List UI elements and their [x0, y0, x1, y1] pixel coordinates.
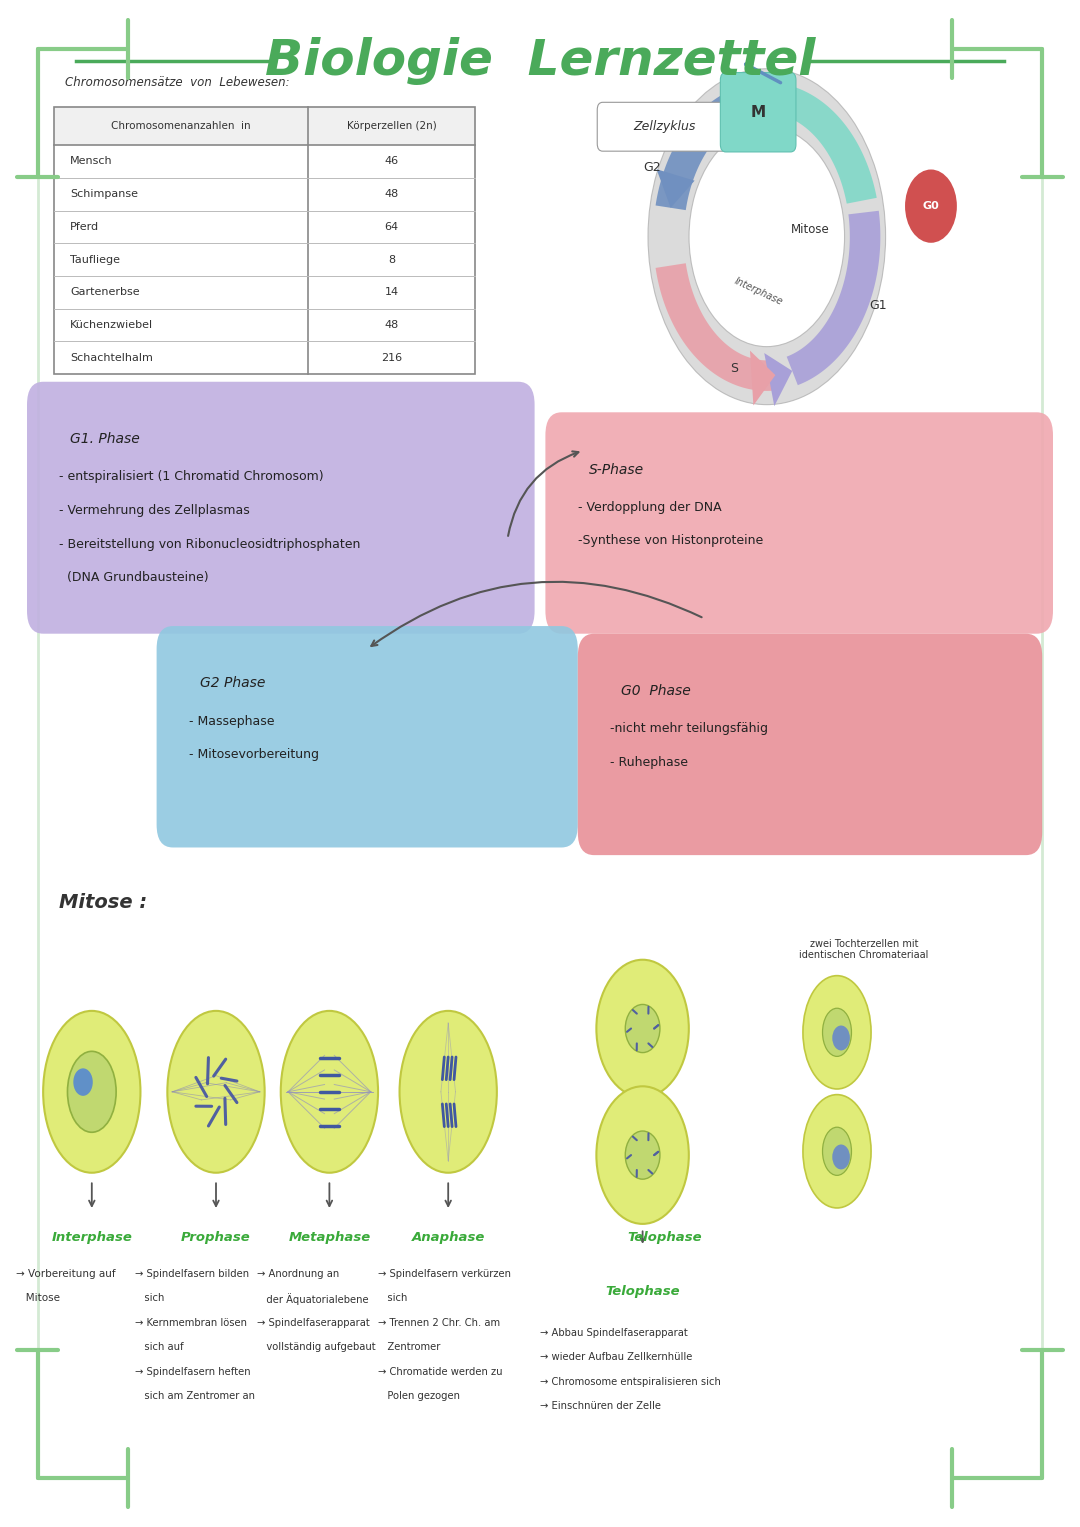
Text: vollständig aufgebaut: vollständig aufgebaut: [257, 1342, 376, 1353]
Text: G0  Phase: G0 Phase: [621, 684, 691, 698]
Ellipse shape: [823, 1008, 851, 1057]
FancyBboxPatch shape: [545, 412, 1053, 634]
Text: Zentromer: Zentromer: [378, 1342, 441, 1353]
Text: Polen gezogen: Polen gezogen: [378, 1391, 460, 1402]
Text: Anaphase: Anaphase: [411, 1231, 485, 1245]
Bar: [54, 107, 475, 145]
Text: Metaphase: Metaphase: [288, 1231, 370, 1245]
Text: → Vorbereitung auf: → Vorbereitung auf: [16, 1269, 116, 1280]
Text: zwei Tochterzellen mit
identischen Chromateriaal: zwei Tochterzellen mit identischen Chrom…: [799, 939, 929, 960]
FancyBboxPatch shape: [720, 72, 796, 153]
Text: Schimpanse: Schimpanse: [70, 189, 138, 199]
Text: G2 Phase: G2 Phase: [200, 676, 266, 690]
Text: Telophase: Telophase: [605, 1284, 680, 1298]
Text: Chromosomenanzahlen  in: Chromosomenanzahlen in: [111, 121, 251, 131]
Text: → Spindelfasern verkürzen: → Spindelfasern verkürzen: [378, 1269, 511, 1280]
Ellipse shape: [281, 1011, 378, 1173]
Text: → Einschnüren der Zelle: → Einschnüren der Zelle: [540, 1400, 661, 1411]
Circle shape: [905, 169, 957, 243]
Polygon shape: [657, 169, 694, 208]
Text: Interphase: Interphase: [52, 1231, 132, 1245]
Ellipse shape: [596, 960, 689, 1098]
Circle shape: [833, 1145, 850, 1170]
Text: - Verdopplung der DNA: - Verdopplung der DNA: [578, 501, 721, 515]
Text: M: M: [751, 105, 766, 119]
FancyBboxPatch shape: [597, 102, 732, 151]
Text: sich: sich: [135, 1293, 164, 1304]
Text: Interphase: Interphase: [732, 276, 784, 307]
Text: - Massephase: - Massephase: [189, 715, 274, 728]
FancyBboxPatch shape: [157, 626, 578, 847]
Text: G1: G1: [869, 299, 887, 312]
Text: Telophase: Telophase: [626, 1231, 702, 1245]
Text: → Spindelfasern heften: → Spindelfasern heften: [135, 1367, 251, 1377]
Text: → Abbau Spindelfaserapparat: → Abbau Spindelfaserapparat: [540, 1327, 688, 1338]
Text: 14: 14: [384, 287, 399, 298]
Text: - Mitosevorbereitung: - Mitosevorbereitung: [189, 748, 319, 762]
Text: der Äquatorialebene: der Äquatorialebene: [257, 1293, 368, 1306]
Text: → Spindelfasern bilden: → Spindelfasern bilden: [135, 1269, 249, 1280]
Text: 8: 8: [388, 255, 395, 264]
Text: sich auf: sich auf: [135, 1342, 184, 1353]
Ellipse shape: [625, 1132, 660, 1179]
Polygon shape: [765, 353, 793, 406]
Ellipse shape: [625, 1005, 660, 1052]
Circle shape: [833, 1026, 850, 1051]
Text: Mitose :: Mitose :: [59, 893, 148, 912]
Polygon shape: [750, 351, 775, 406]
Text: Pferd: Pferd: [70, 221, 99, 232]
Circle shape: [73, 1069, 93, 1096]
Text: S: S: [730, 362, 739, 374]
Text: Gartenerbse: Gartenerbse: [70, 287, 139, 298]
FancyBboxPatch shape: [27, 382, 535, 634]
Text: G1. Phase: G1. Phase: [70, 432, 140, 446]
Text: Schachtelhalm: Schachtelhalm: [70, 353, 153, 363]
Text: 48: 48: [384, 189, 399, 199]
Text: Chromosomensätze  von  Lebewesen:: Chromosomensätze von Lebewesen:: [65, 75, 289, 89]
Text: → wieder Aufbau Zellkernhülle: → wieder Aufbau Zellkernhülle: [540, 1351, 692, 1362]
Text: G2: G2: [644, 162, 661, 174]
Text: Biologie  Lernzettel: Biologie Lernzettel: [265, 37, 815, 86]
Text: Prophase: Prophase: [181, 1231, 251, 1245]
Text: → Spindelfaserapparat: → Spindelfaserapparat: [257, 1318, 369, 1328]
Text: Küchenzwiebel: Küchenzwiebel: [70, 321, 153, 330]
Text: → Chromosome entspiralisieren sich: → Chromosome entspiralisieren sich: [540, 1376, 720, 1387]
Text: sich am Zentromer an: sich am Zentromer an: [135, 1391, 255, 1402]
Bar: [54, 107, 475, 374]
Ellipse shape: [802, 1095, 872, 1208]
Ellipse shape: [43, 1011, 140, 1173]
Text: -Synthese von Histonproteine: -Synthese von Histonproteine: [578, 534, 764, 548]
Ellipse shape: [67, 1051, 117, 1133]
Text: - Ruhephase: - Ruhephase: [610, 756, 688, 770]
Text: - Bereitstellung von Ribonucleosidtriphosphaten: - Bereitstellung von Ribonucleosidtripho…: [59, 538, 361, 551]
Ellipse shape: [400, 1011, 497, 1173]
Text: - Vermehrung des Zellplasmas: - Vermehrung des Zellplasmas: [59, 504, 251, 518]
Text: → Kernmembran lösen: → Kernmembran lösen: [135, 1318, 247, 1328]
Text: 64: 64: [384, 221, 399, 232]
Ellipse shape: [596, 1086, 689, 1223]
FancyBboxPatch shape: [578, 634, 1042, 855]
Text: Mitose: Mitose: [791, 223, 829, 235]
Text: - entspiralisiert (1 Chromatid Chromosom): - entspiralisiert (1 Chromatid Chromosom…: [59, 470, 324, 484]
Text: Körperzellen (2n): Körperzellen (2n): [347, 121, 436, 131]
Text: S-Phase: S-Phase: [589, 463, 644, 476]
Text: → Trennen 2 Chr. Ch. am: → Trennen 2 Chr. Ch. am: [378, 1318, 500, 1328]
Text: Taufliege: Taufliege: [70, 255, 120, 264]
Text: (DNA Grundbausteine): (DNA Grundbausteine): [59, 571, 210, 585]
Ellipse shape: [802, 976, 872, 1089]
Text: → Chromatide werden zu: → Chromatide werden zu: [378, 1367, 502, 1377]
Text: 46: 46: [384, 156, 399, 166]
Text: Mensch: Mensch: [70, 156, 112, 166]
Text: sich: sich: [378, 1293, 407, 1304]
Text: Zellzyklus: Zellzyklus: [634, 121, 696, 133]
Ellipse shape: [823, 1127, 851, 1176]
Text: Mitose: Mitose: [16, 1293, 60, 1304]
Ellipse shape: [167, 1011, 265, 1173]
Text: -nicht mehr teilungsfähig: -nicht mehr teilungsfähig: [610, 722, 768, 736]
Text: 216: 216: [381, 353, 402, 363]
Text: G0: G0: [922, 202, 940, 211]
Text: → Anordnung an: → Anordnung an: [257, 1269, 339, 1280]
Text: 48: 48: [384, 321, 399, 330]
